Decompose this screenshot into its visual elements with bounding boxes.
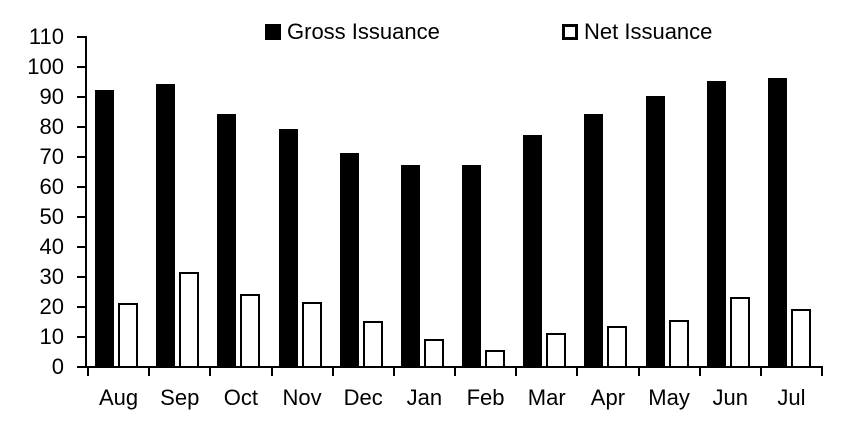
bar-gross-issuance-nov: [278, 129, 298, 366]
bar-net-issuance-jun: [729, 297, 750, 368]
x-axis-tick: [637, 366, 640, 376]
bar-gross-issuance-sep: [156, 84, 176, 366]
y-axis-tick: [77, 216, 85, 218]
legend: Gross Issuance Net Issuance: [0, 20, 852, 46]
bar-gross-issuance-may: [645, 96, 665, 366]
y-axis-tick-label: 70: [39, 144, 64, 169]
legend-item-gross-issuance: Gross Issuance: [265, 20, 440, 44]
bar-gross-issuance-feb: [462, 165, 481, 366]
bar-gross-issuance-jul: [767, 78, 787, 366]
bar-net-issuance-may: [668, 319, 689, 368]
y-axis-tick: [77, 156, 85, 158]
y-axis-tick-label: 90: [39, 84, 64, 109]
y-axis-tick: [77, 186, 85, 188]
y-axis-tick-label: 100: [27, 54, 64, 79]
bar-net-issuance-sep: [179, 271, 200, 368]
y-axis-tick-label: 60: [39, 174, 64, 199]
y-axis-tick: [77, 36, 85, 38]
bar-net-issuance-feb: [485, 349, 505, 368]
y-axis-tick: [77, 366, 85, 368]
y-axis-tick-label: 110: [28, 24, 64, 49]
y-axis-tick-label: 50: [39, 204, 64, 229]
bar-net-issuance-nov: [301, 301, 322, 368]
x-axis-label-apr: Apr: [590, 385, 626, 410]
legend-label-gross-issuance: Gross Issuance: [287, 19, 440, 44]
x-axis-tick: [759, 366, 762, 376]
x-axis-tick: [698, 366, 701, 376]
y-axis-tick-label: 20: [39, 294, 64, 319]
y-axis-tick: [77, 96, 85, 98]
y-axis-tick-label: 40: [39, 234, 64, 259]
bar-net-issuance-oct: [240, 294, 261, 368]
bar-net-issuance-dec: [362, 321, 383, 368]
bar-gross-issuance-mar: [523, 135, 543, 366]
y-axis-tick: [77, 306, 85, 308]
x-axis-line: [85, 366, 822, 368]
x-axis-tick: [515, 366, 518, 376]
x-axis-label-feb: Feb: [466, 385, 505, 410]
x-axis-label-jun: Jun: [712, 385, 748, 410]
x-axis-label-oct: Oct: [223, 385, 259, 410]
bar-net-issuance-jul: [790, 309, 811, 368]
bar-gross-issuance-jan: [400, 165, 420, 366]
y-axis-tick: [77, 246, 85, 248]
x-axis-tick: [821, 366, 823, 376]
x-axis-label-sep: Sep: [160, 385, 200, 410]
x-axis-label-aug: Aug: [99, 385, 139, 410]
x-axis-tick: [209, 366, 212, 376]
x-axis-tick: [270, 366, 273, 376]
gross-issuance-swatch-icon: [265, 24, 281, 40]
legend-item-net-issuance: Net Issuance: [562, 20, 712, 44]
x-axis-label-dec: Dec: [343, 385, 383, 410]
x-axis-tick: [392, 366, 395, 376]
x-axis-label-mar: Mar: [527, 385, 566, 410]
x-axis-label-jan: Jan: [406, 385, 443, 410]
bar-gross-issuance-jun: [706, 81, 726, 366]
x-axis-tick: [454, 366, 456, 376]
y-axis-tick-label: 80: [39, 114, 64, 139]
y-axis-tick: [77, 126, 85, 128]
bar-net-issuance-apr: [607, 325, 628, 368]
y-axis-tick: [77, 276, 85, 278]
x-axis-label-nov: Nov: [282, 385, 322, 410]
bar-gross-issuance-apr: [584, 114, 604, 366]
bar-net-issuance-aug: [118, 303, 138, 368]
y-axis-tick-label: 30: [39, 264, 64, 289]
x-axis-tick: [87, 366, 89, 376]
bar-gross-issuance-dec: [339, 153, 359, 366]
bar-gross-issuance-aug: [95, 90, 114, 366]
x-axis-tick: [331, 366, 334, 376]
x-axis-label-may: May: [648, 385, 690, 410]
legend-label-net-issuance: Net Issuance: [584, 19, 713, 44]
y-axis-tick-label: 10: [39, 324, 64, 349]
y-axis-line: [85, 36, 87, 368]
bar-net-issuance-jan: [423, 339, 444, 368]
x-axis-tick: [576, 366, 579, 376]
bar-gross-issuance-oct: [217, 114, 237, 366]
net-issuance-swatch-icon: [562, 24, 578, 40]
bar-net-issuance-mar: [546, 333, 567, 368]
y-axis-tick-label: 0: [51, 354, 64, 379]
x-axis-label-jul: Jul: [777, 385, 806, 410]
y-axis-tick: [77, 66, 85, 68]
x-axis-tick: [148, 366, 151, 376]
y-axis-tick: [77, 336, 85, 338]
